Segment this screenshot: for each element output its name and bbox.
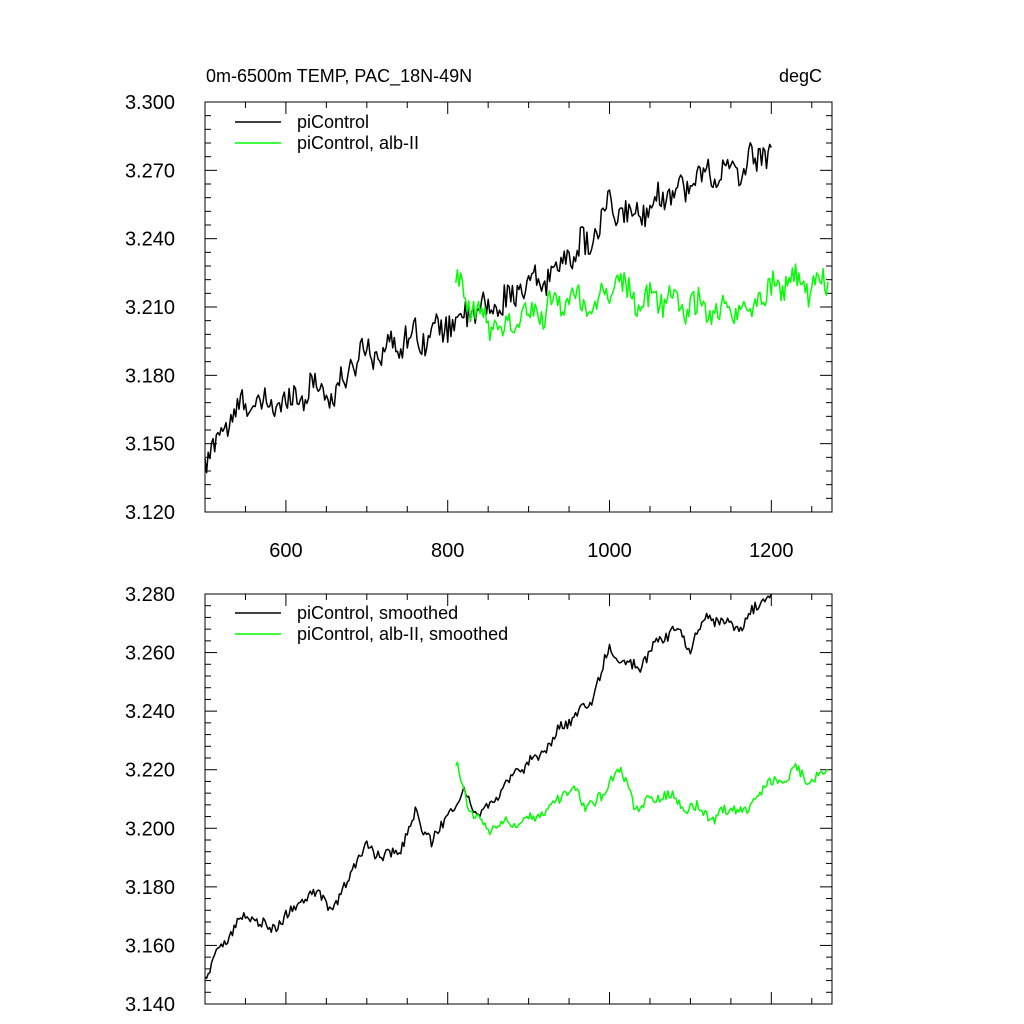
bottom-plot-frame [204,593,833,1005]
bottom-panel: 3.140 3.160 3.180 3.200 3.220 3.240 3.260 3.280… [125,584,833,1016]
units-label: degC [779,66,822,86]
y-tick-label: 3.120 [125,502,175,524]
legend-label-picontrol-smoothed: piControl, smoothed [297,603,458,623]
x-tick-label: 1200 [749,540,794,562]
y-tick-label: 3.180 [125,365,175,387]
x-tick-label: 800 [431,540,464,562]
y-tick-label: 3.210 [125,297,175,319]
y-tick-label: 3.220 [125,760,175,782]
y-tick-label: 3.140 [125,994,175,1016]
legend-label-picontrol: piControl [297,112,369,132]
bottom-legend: piControl, smoothed piControl, alb-II, s… [235,603,508,644]
top-series [204,142,829,474]
x-tick-label: 1000 [587,540,632,562]
y-tick-label: 3.240 [125,701,175,723]
bottom-ticks: 3.140 3.160 3.180 3.200 3.220 3.240 3.260 3.280 [125,584,832,1016]
series-line-picontrol [204,142,772,474]
y-tick-label: 3.270 [125,160,175,182]
y-tick-label: 3.160 [125,935,175,957]
top-plot-frame [204,101,833,513]
x-tick-label: 600 [269,540,302,562]
series-line-picontrol-alb-ii-smoothed [455,761,829,836]
y-tick-label: 3.300 [125,92,175,114]
top-panel: 600 800 1000 1200 3.120 3.150 3.180 3.210 3.240 3… [125,92,833,562]
top-ticks: 600 800 1000 1200 3.120 3.150 3.180 3.210 3.240 3… [125,92,832,562]
y-tick-label: 3.200 [125,818,175,840]
chart-title: 0m-6500m TEMP, PAC_18N-49N [206,66,472,87]
bottom-series [204,593,829,980]
y-tick-label: 3.280 [125,584,175,606]
legend-label-alb-ii: piControl, alb-II [297,133,419,153]
y-tick-label: 3.150 [125,434,175,456]
legend-label-alb-ii-smoothed: piControl, alb-II, smoothed [297,624,508,644]
series-line-picontrol-alb-ii [455,263,829,342]
top-legend: piControl piControl, alb-II [235,112,419,153]
y-tick-label: 3.180 [125,877,175,899]
y-tick-label: 3.240 [125,229,175,251]
series-line-picontrol-smoothed [204,593,772,980]
y-tick-label: 3.260 [125,643,175,665]
